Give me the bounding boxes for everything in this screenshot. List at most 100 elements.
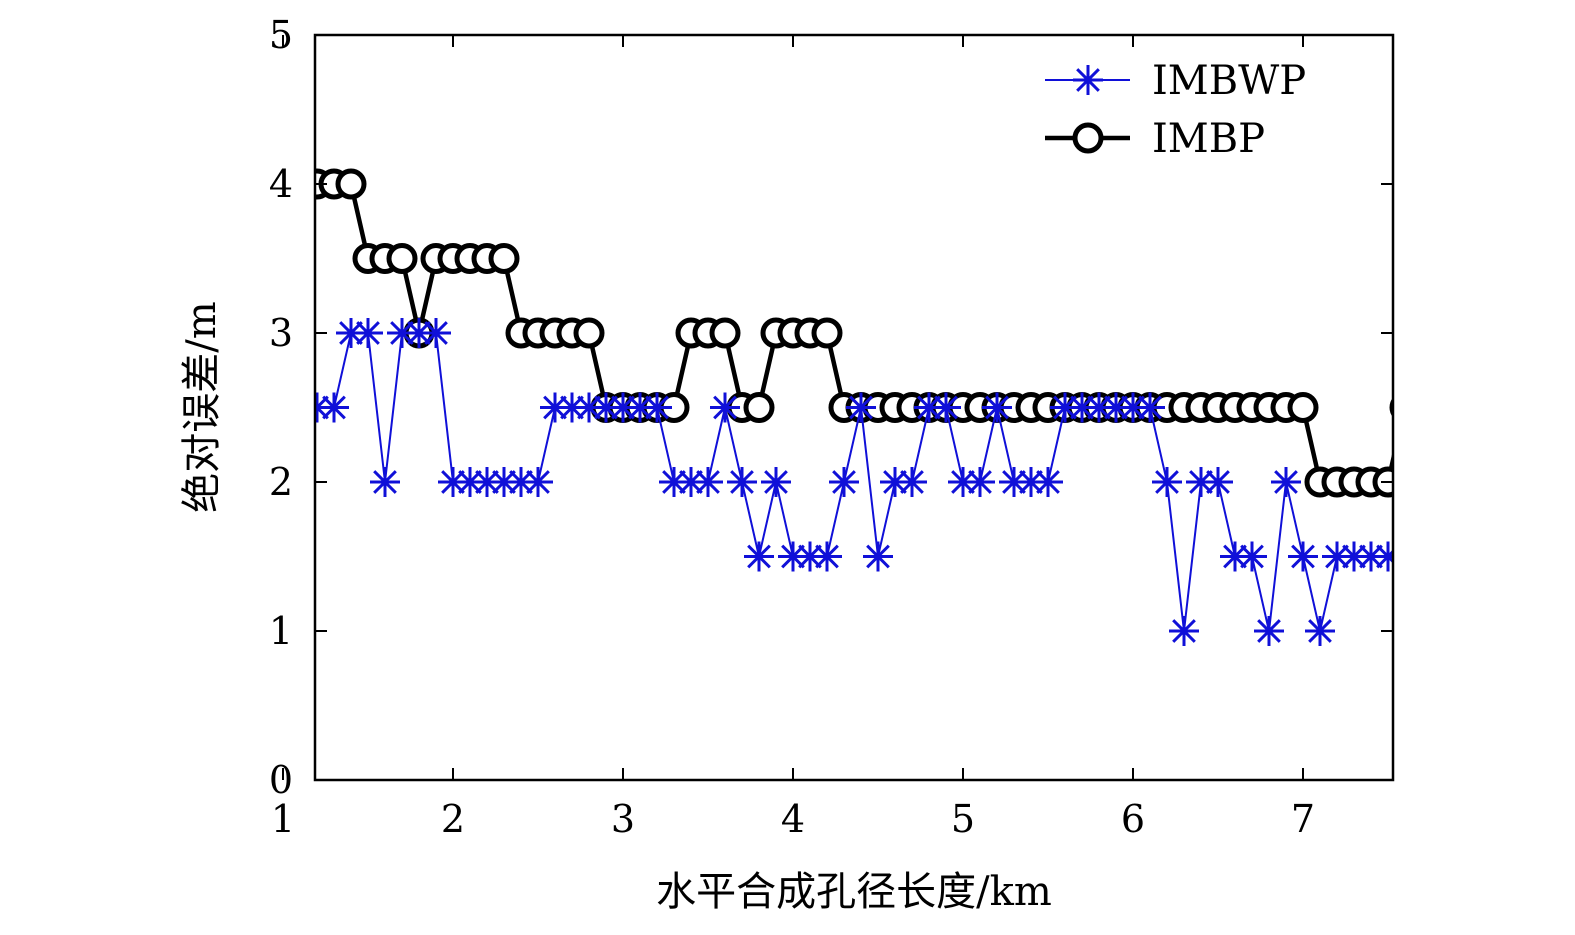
point-imbwp-55-d2 xyxy=(1053,395,1077,420)
point-imbwp-18 xyxy=(421,318,451,348)
point-imbwp-49-d2 xyxy=(951,470,975,494)
point-imbwp-57 xyxy=(1084,392,1114,423)
point-imbwp-75 xyxy=(1390,546,1416,568)
y-tick-label-1: 1 xyxy=(269,609,293,653)
point-imbwp-59-d2 xyxy=(1121,395,1145,420)
x-tick-label-4: 4 xyxy=(781,797,805,841)
point-imbwp-50 xyxy=(965,467,995,497)
point-imbwp-31-d2 xyxy=(645,395,669,420)
point-imbwp-41-d2 xyxy=(815,544,839,569)
point-imbwp-30-d2 xyxy=(628,395,652,420)
point-imbwp-24-d2 xyxy=(526,470,550,494)
point-imbwp-14 xyxy=(353,318,383,348)
legend-items: IMBWP IMBP xyxy=(1045,58,1306,162)
point-imbwp-36 xyxy=(727,467,757,497)
point-imbwp-37 xyxy=(744,541,774,572)
point-imbwp-9-d2 xyxy=(272,248,294,270)
point-imbp-3 xyxy=(168,97,194,123)
point-imbp-6 xyxy=(219,246,245,272)
point-imbwp-37-d2 xyxy=(747,544,771,569)
point-imbwp-40 xyxy=(795,541,825,572)
point-imbp-76 xyxy=(1409,395,1435,421)
y-tick-label-0: 0 xyxy=(269,758,293,802)
point-imbwp-66-d2 xyxy=(1240,544,1264,569)
point-imbwp-35-d2 xyxy=(713,395,737,420)
point-imbwp-33-d2 xyxy=(679,470,703,494)
point-imbwp-7-d2 xyxy=(238,248,260,270)
point-imbwp-32-d2 xyxy=(662,470,686,494)
point-imbwp-68 xyxy=(1271,467,1301,497)
point-imbwp-74 xyxy=(1373,541,1393,572)
point-imbwp-46 xyxy=(897,467,927,497)
point-imbwp-50-d2 xyxy=(968,470,992,494)
x-tick-label-5: 5 xyxy=(951,797,975,841)
point-imbwp-38 xyxy=(761,467,791,497)
y-tick-label-5: 5 xyxy=(269,13,293,57)
point-imbwp-51 xyxy=(982,392,1012,423)
legend-marker-imbp xyxy=(1072,122,1104,154)
point-imbwp-54 xyxy=(1033,467,1063,497)
y-tick-label-3: 3 xyxy=(269,311,293,355)
point-imbwp-34-d2 xyxy=(696,470,720,494)
point-imbwp-70-d2 xyxy=(1308,619,1332,643)
point-imbwp-1 xyxy=(132,691,162,721)
point-imbwp-48-d2 xyxy=(934,395,958,420)
point-imbwp-72 xyxy=(1339,541,1369,572)
point-imbp-1 xyxy=(134,469,160,495)
point-imbwp-21-d2 xyxy=(475,470,499,494)
point-imbp-5 xyxy=(202,246,228,272)
point-imbwp-12-d2 xyxy=(322,395,346,420)
point-imbwp-75-d2 xyxy=(1394,546,1416,568)
point-imbp-7 xyxy=(236,171,262,197)
point-imbwp-69 xyxy=(1288,541,1318,572)
point-imbwp-45-d2 xyxy=(883,470,907,494)
point-imbwp-72-d2 xyxy=(1342,544,1366,569)
point-imbwp-32 xyxy=(659,467,689,497)
point-imbwp-7 xyxy=(234,244,264,274)
series-line-imbwp xyxy=(315,332,1393,632)
point-imbwp-52-d2 xyxy=(1002,470,1026,494)
point-imbwp-2-d1 xyxy=(153,546,175,568)
point-imbwp-64-d2 xyxy=(1206,470,1230,494)
point-imbwp-0 xyxy=(115,616,145,646)
point-imbwp-17-d2 xyxy=(407,321,431,345)
point-imbwp-36-d2 xyxy=(730,470,754,494)
point-imbwp-33 xyxy=(676,467,706,497)
legend-marker-imbwp-d2 xyxy=(1076,68,1100,92)
point-imbwp-15-d2 xyxy=(373,470,397,494)
point-imbp-41 xyxy=(811,317,843,349)
legend-item-imbwp: IMBWP xyxy=(1045,58,1306,104)
point-imbwp-20-d2 xyxy=(458,470,482,494)
point-imbwp-14-d2 xyxy=(356,321,380,345)
point-imbwp-70 xyxy=(1305,616,1335,646)
point-imbwp-9-d1 xyxy=(272,248,294,270)
point-imbwp-53-d2 xyxy=(1019,470,1043,494)
point-imbwp-3-d1 xyxy=(170,546,192,568)
point-imbp-37 xyxy=(743,392,775,423)
point-imbwp-67-d2 xyxy=(1257,619,1281,643)
point-imbwp-24 xyxy=(523,467,553,497)
point-imbwp-43 xyxy=(846,392,876,423)
point-imbwp-28-d2 xyxy=(594,395,618,420)
point-imbwp-76-d2 xyxy=(1411,546,1433,568)
point-imbp-22 xyxy=(488,243,520,274)
point-imbwp-43-d2 xyxy=(849,395,873,420)
point-imbwp-0-d2 xyxy=(119,620,141,642)
point-imbwp-73-d2 xyxy=(1359,544,1383,569)
point-imbwp-44 xyxy=(863,541,893,572)
point-imbwp-18-d2 xyxy=(424,321,448,345)
point-imbwp-40-d2 xyxy=(798,544,822,569)
series-imbwp xyxy=(115,244,1433,721)
point-imbwp-23-d2 xyxy=(509,470,533,494)
point-imbwp-35 xyxy=(710,392,740,423)
point-imbwp-9 xyxy=(268,244,298,274)
point-imbwp-56-d2 xyxy=(1070,395,1094,420)
point-imbwp-47-d2 xyxy=(917,395,941,420)
point-imbwp-76-d1 xyxy=(1411,546,1433,568)
point-imbwp-48 xyxy=(931,392,961,423)
point-imbwp-63-d2 xyxy=(1189,470,1213,494)
point-imbwp-27 xyxy=(574,392,604,423)
point-imbwp-2 xyxy=(149,542,179,572)
legend-label-imbp: IMBP xyxy=(1152,116,1265,162)
